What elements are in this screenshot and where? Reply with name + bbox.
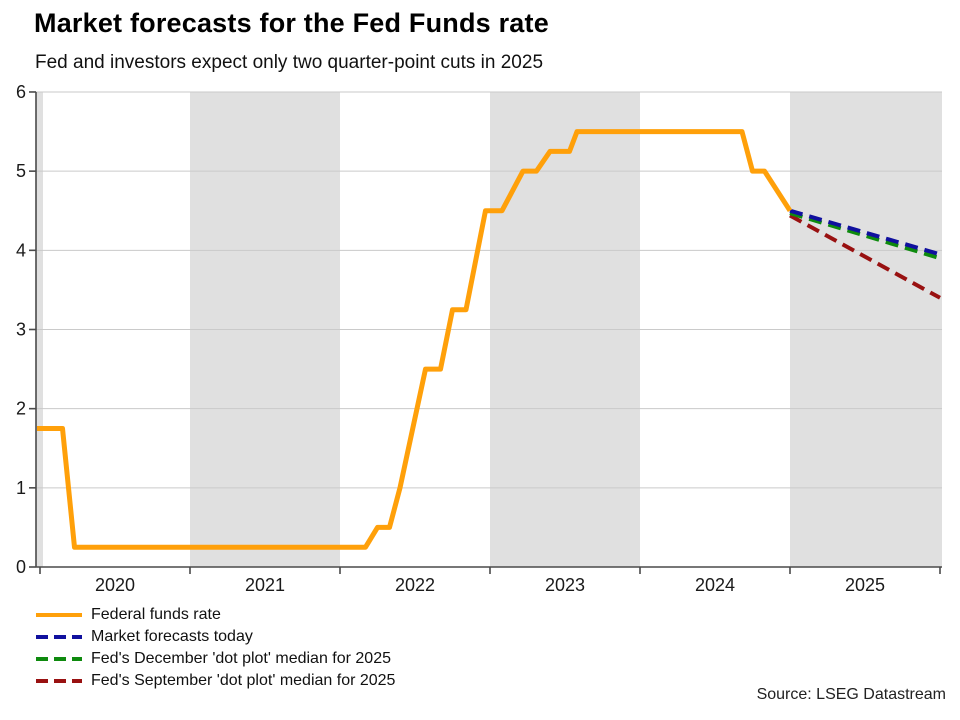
legend-item-0: Federal funds rate (35, 604, 395, 626)
x-tick-label: 2020 (95, 575, 135, 595)
legend-label: Federal funds rate (91, 606, 221, 623)
x-tick-label: 2023 (545, 575, 585, 595)
series-fed-s-december-dot-plot-median-for-2025 (789, 211, 941, 261)
chart-title: Market forecasts for the Fed Funds rate (34, 8, 549, 38)
legend-solid-line-swatch (36, 613, 82, 617)
legend-item-3: Fed's September 'dot plot' median for 20… (35, 670, 395, 692)
y-tick-label: 2 (16, 399, 26, 419)
legend: Federal funds rate Market forecasts today… (35, 604, 395, 692)
y-tick-label: 6 (16, 82, 26, 102)
legend-item-2: Fed's December 'dot plot' median for 202… (35, 648, 395, 670)
y-tick-label: 1 (16, 478, 26, 498)
x-tick-label: 2021 (245, 575, 285, 595)
series-market-forecasts-today (789, 208, 941, 257)
legend-dashed-line-swatch (36, 657, 82, 661)
legend-dashed-line-swatch (36, 679, 82, 683)
series-federal-funds-rate (37, 129, 793, 550)
y-tick-label: 5 (16, 161, 26, 181)
fed-funds-chart: 0 1 2 3 4 5 6 2020 2021 2022 2023 2024 2025 (16, 82, 942, 595)
legend-label: Fed's September 'dot plot' median for 20… (91, 672, 396, 689)
y-tick-label: 0 (16, 557, 26, 577)
y-tick-label: 3 (16, 319, 26, 339)
x-tick-label: 2024 (695, 575, 735, 595)
legend-label: Market forecasts today (91, 628, 253, 645)
source-credit: Source: LSEG Datastream (756, 686, 946, 703)
x-tick-label: 2022 (395, 575, 435, 595)
series-fed-s-september-dot-plot-median-for-2025 (789, 213, 941, 300)
legend-label: Fed's December 'dot plot' median for 202… (91, 650, 391, 667)
chart-subtitle: Fed and investors expect only two quarte… (35, 52, 544, 73)
y-tick-label: 4 (16, 240, 26, 260)
x-tick-label: 2025 (845, 575, 885, 595)
legend-dashed-line-swatch (36, 635, 82, 639)
legend-item-1: Market forecasts today (35, 626, 395, 648)
